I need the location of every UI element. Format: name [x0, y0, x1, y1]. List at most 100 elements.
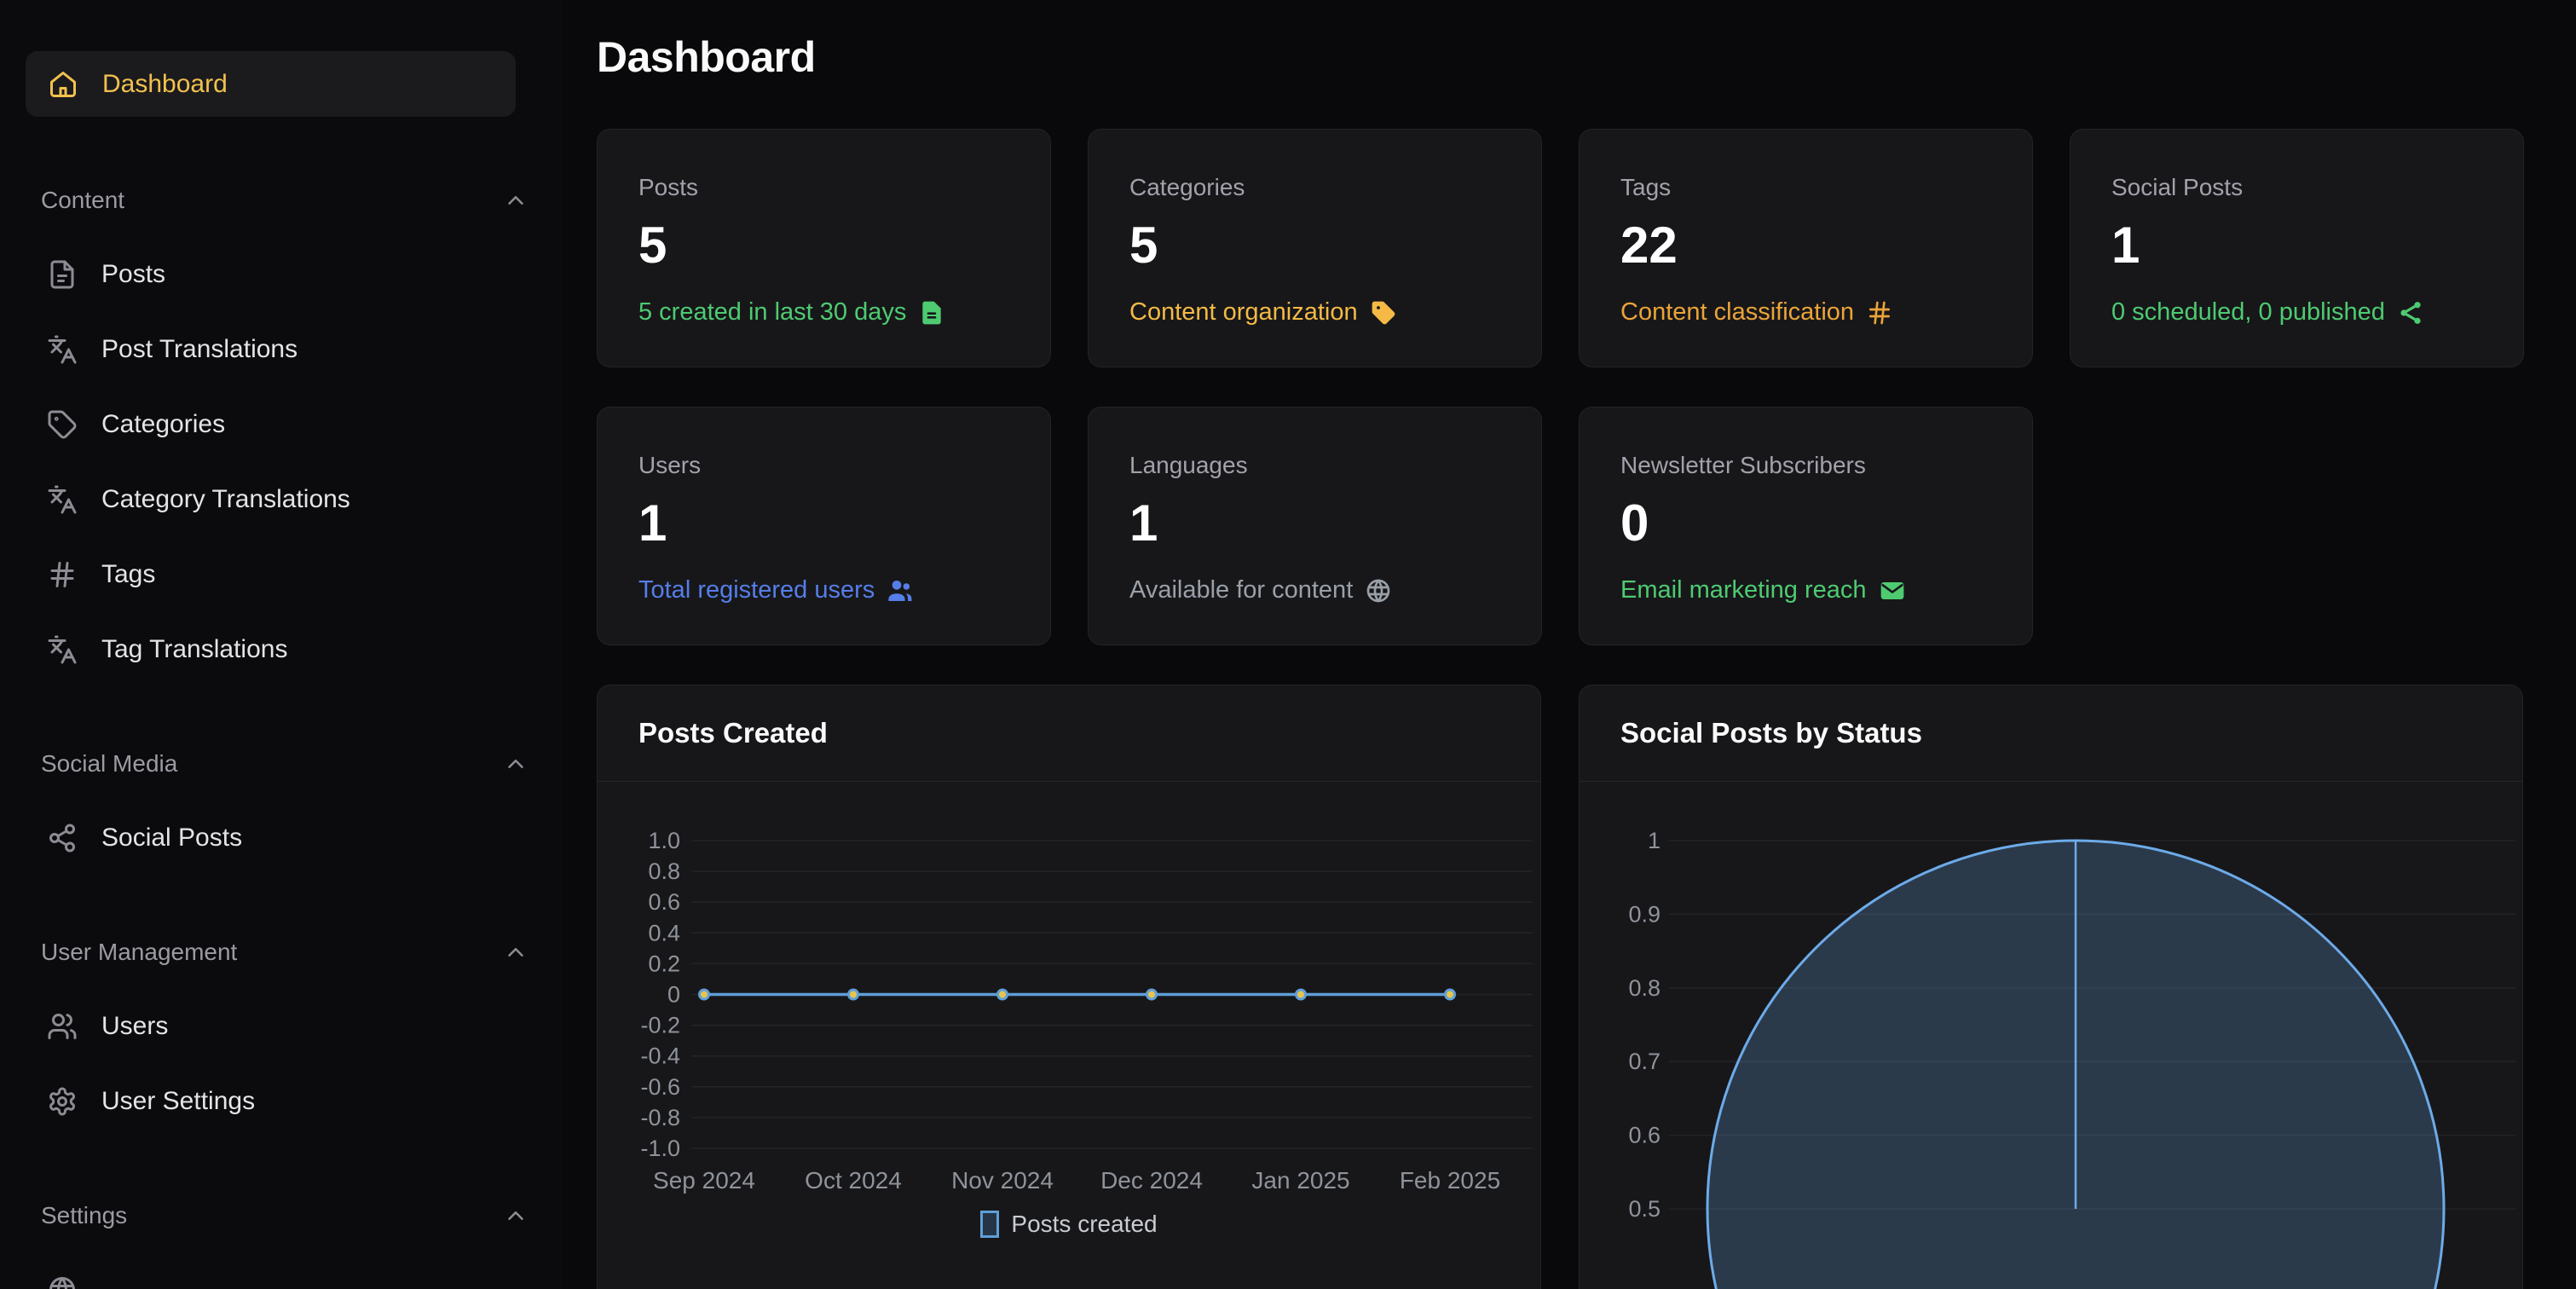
svg-text:0.2: 0.2 — [648, 951, 680, 976]
sidebar-item-posts[interactable]: Posts — [26, 237, 540, 312]
sidebar-item-label: Category Translations — [101, 485, 350, 513]
users-icon — [887, 577, 914, 604]
chevron-up-icon — [503, 751, 528, 777]
section-header[interactable]: Settings — [26, 1202, 540, 1228]
sidebar-item-post-translations[interactable]: Post Translations — [26, 312, 540, 387]
stats-grid: Posts 5 5 created in last 30 days Categorie… — [597, 129, 2525, 645]
stat-card-value: 1 — [2111, 217, 2140, 274]
svg-text:0.7: 0.7 — [1628, 1049, 1661, 1074]
stat-card-label: Posts — [638, 174, 699, 200]
sidebar-item-user-settings[interactable]: User Settings — [26, 1064, 540, 1139]
svg-text:-0.6: -0.6 — [640, 1074, 680, 1100]
sidebar-item-label: Categories — [101, 410, 226, 438]
share-icon — [2397, 299, 2424, 327]
svg-text:0.6: 0.6 — [1628, 1123, 1661, 1148]
svg-text:0.5: 0.5 — [1628, 1196, 1661, 1222]
stat-card-social-posts: Social Posts 1 0 scheduled, 0 published — [2070, 129, 2524, 367]
stat-card-newsletter-subscribers: Newsletter Subscribers 0 Email marketing r… — [1579, 407, 2033, 645]
svg-text:1: 1 — [1648, 828, 1661, 853]
page-title: Dashboard — [597, 33, 816, 81]
section-label: Settings — [41, 1202, 128, 1228]
stat-card-subtext: 5 created in last 30 days — [638, 298, 1009, 327]
sidebar-section-user-management: User Management Users User Settings — [26, 939, 540, 1139]
svg-text:Oct 2024: Oct 2024 — [805, 1167, 902, 1194]
section-header[interactable]: Social Media — [26, 750, 540, 777]
pie-chart-plot: 1 0.9 0.8 0.7 0.6 0.5 — [1580, 783, 2522, 1289]
sidebar-item-label: User Settings — [101, 1087, 256, 1115]
svg-text:-0.2: -0.2 — [640, 1013, 680, 1038]
section-header[interactable]: Content — [26, 187, 540, 213]
tag-icon — [47, 409, 78, 440]
stat-card-subtext: Content classification — [1620, 298, 1991, 327]
svg-text:-0.8: -0.8 — [640, 1105, 680, 1130]
chart-header: Posts Created — [598, 685, 1540, 782]
sidebar-item-tag-translations[interactable]: Tag Translations — [26, 612, 540, 687]
sidebar-section-social-media: Social Media Social Posts — [26, 750, 540, 876]
svg-text:Jan 2025: Jan 2025 — [1251, 1167, 1349, 1194]
globe-icon — [47, 1275, 78, 1289]
sidebar: Dashboard Content Posts Post Translations C… — [0, 0, 563, 1289]
users-icon — [47, 1011, 78, 1042]
svg-text:-0.4: -0.4 — [640, 1043, 680, 1069]
stat-card-label: Users — [638, 452, 702, 478]
chevron-up-icon — [503, 939, 528, 965]
globe-icon — [1365, 577, 1392, 604]
sidebar-item-tags[interactable]: Tags — [26, 537, 540, 612]
chart-title: Social Posts by Status — [1620, 717, 1922, 749]
posts-created-chart-card: Posts Created 1.0 0.8 0.6 0.4 0.2 0 -0.2 -0.4 -0… — [597, 685, 1541, 1289]
stat-card-value: 5 — [1129, 217, 1158, 274]
sidebar-item-globe[interactable] — [26, 1252, 540, 1289]
stat-card-subtext-label: 0 scheduled, 0 published — [2111, 298, 2385, 326]
languages-icon — [47, 484, 78, 515]
charts-grid: Posts Created 1.0 0.8 0.6 0.4 0.2 0 -0.2 -0.4 -0… — [597, 685, 2525, 1289]
stat-card-categories: Categories 5 Content organization — [1088, 129, 1542, 367]
section-label: User Management — [41, 939, 238, 965]
sidebar-item-label: Users — [101, 1012, 169, 1040]
home-icon — [48, 69, 78, 100]
sidebar-item-social-posts[interactable]: Social Posts — [26, 801, 540, 876]
file-text-icon — [918, 299, 945, 327]
stat-card-subtext: 0 scheduled, 0 published — [2111, 298, 2482, 327]
svg-text:0.9: 0.9 — [1628, 901, 1661, 927]
sidebar-nav: Content Posts Post Translations Categories C… — [26, 187, 540, 1289]
section-label: Content — [41, 187, 125, 213]
sidebar-item-dashboard[interactable]: Dashboard — [26, 51, 516, 117]
stat-card-subtext: Email marketing reach — [1620, 576, 1991, 604]
sidebar-item-users[interactable]: Users — [26, 989, 540, 1064]
stat-card-subtext-label: 5 created in last 30 days — [638, 298, 907, 326]
stat-card-subtext: Available for content — [1129, 576, 1500, 604]
section-header[interactable]: User Management — [26, 939, 540, 965]
sidebar-section-content: Content Posts Post Translations Categories C… — [26, 187, 540, 687]
stat-card-label: Social Posts — [2111, 174, 2244, 200]
svg-text:0.8: 0.8 — [1628, 975, 1661, 1001]
sidebar-item-label: Posts — [101, 260, 166, 288]
svg-text:-1.0: -1.0 — [640, 1136, 680, 1161]
sidebar-item-label: Tags — [101, 560, 156, 588]
sidebar-item-label: Social Posts — [101, 824, 243, 852]
sidebar-item-categories[interactable]: Categories — [26, 387, 540, 462]
chart-header: Social Posts by Status — [1580, 685, 2522, 782]
stat-card-subtext: Total registered users — [638, 576, 1009, 604]
tag-icon — [1370, 299, 1397, 327]
sidebar-item-label: Post Translations — [101, 335, 298, 363]
chart-legend[interactable]: Posts created — [598, 1210, 1540, 1239]
stat-card-subtext-label: Email marketing reach — [1620, 576, 1867, 604]
file-text-icon — [47, 259, 78, 290]
section-items: Users User Settings — [26, 989, 540, 1139]
svg-text:Nov 2024: Nov 2024 — [951, 1167, 1054, 1194]
stat-card-subtext: Content organization — [1129, 298, 1500, 327]
chart-title: Posts Created — [638, 717, 828, 749]
stat-card-value: 0 — [1620, 494, 1649, 552]
sidebar-section-settings: Settings — [26, 1202, 540, 1289]
section-items: Social Posts — [26, 801, 540, 876]
stat-card-label: Languages — [1129, 452, 1248, 478]
share-icon — [47, 823, 78, 853]
line-chart-plot: 1.0 0.8 0.6 0.4 0.2 0 -0.2 -0.4 -0.6 -0.8 -1.0 Sep … — [598, 783, 1540, 1289]
stat-card-subtext-label: Available for content — [1129, 576, 1354, 604]
stat-card-value: 5 — [638, 217, 667, 274]
sidebar-item-category-translations[interactable]: Category Translations — [26, 462, 540, 537]
stat-card-languages: Languages 1 Available for content — [1088, 407, 1542, 645]
stat-card-subtext-label: Total registered users — [638, 576, 875, 604]
legend-swatch — [980, 1211, 1000, 1238]
svg-text:1.0: 1.0 — [648, 828, 680, 853]
